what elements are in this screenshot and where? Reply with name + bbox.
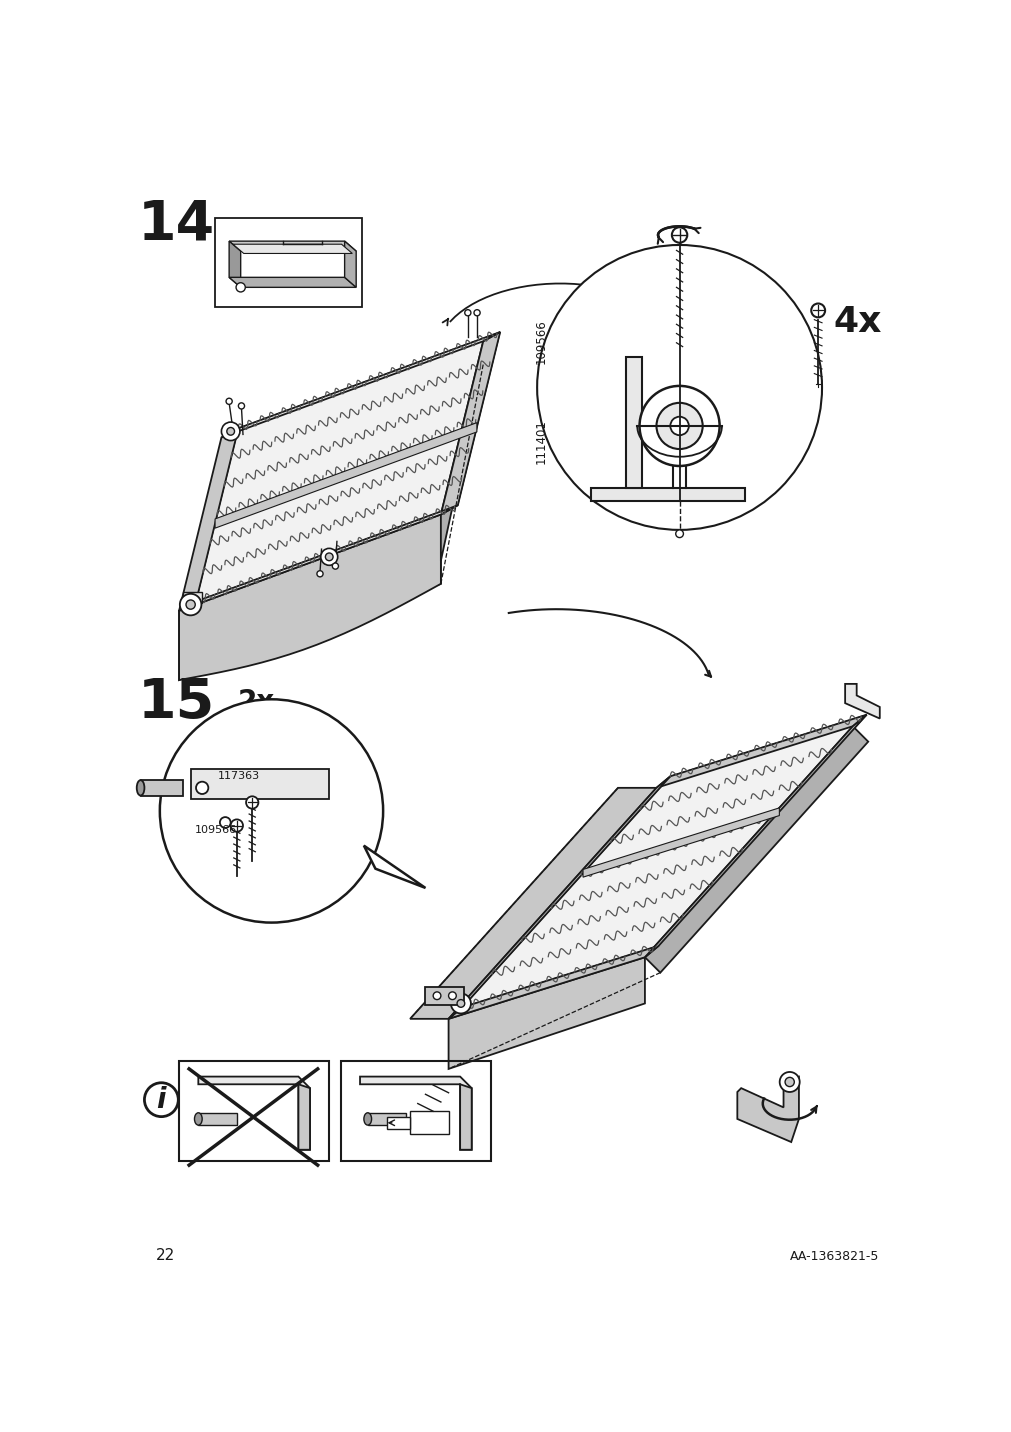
Text: i: i bbox=[157, 1085, 166, 1114]
Circle shape bbox=[473, 309, 479, 316]
Polygon shape bbox=[198, 1113, 237, 1126]
Circle shape bbox=[778, 1073, 799, 1093]
Bar bbox=[179, 1061, 329, 1161]
Polygon shape bbox=[179, 514, 441, 680]
Circle shape bbox=[675, 530, 682, 537]
Polygon shape bbox=[196, 332, 499, 601]
Text: AA-1363821-5: AA-1363821-5 bbox=[790, 1250, 879, 1263]
Polygon shape bbox=[441, 341, 483, 561]
Circle shape bbox=[785, 1077, 794, 1087]
Circle shape bbox=[464, 309, 470, 316]
Text: 22: 22 bbox=[156, 1249, 175, 1263]
Polygon shape bbox=[364, 845, 425, 888]
Polygon shape bbox=[221, 332, 499, 438]
Circle shape bbox=[226, 428, 235, 435]
Polygon shape bbox=[409, 1111, 448, 1134]
Polygon shape bbox=[644, 715, 865, 957]
Polygon shape bbox=[228, 278, 356, 288]
Text: 4x: 4x bbox=[833, 305, 881, 339]
Text: 2x: 2x bbox=[238, 687, 274, 716]
Polygon shape bbox=[737, 1077, 798, 1143]
Bar bbox=[215, 218, 361, 306]
Polygon shape bbox=[441, 332, 499, 514]
Text: 117363: 117363 bbox=[217, 772, 260, 782]
Polygon shape bbox=[582, 808, 778, 878]
Circle shape bbox=[332, 563, 338, 569]
Text: 14: 14 bbox=[139, 198, 215, 251]
Polygon shape bbox=[626, 357, 641, 487]
Ellipse shape bbox=[194, 1113, 202, 1126]
Polygon shape bbox=[360, 1077, 471, 1150]
Circle shape bbox=[457, 1000, 464, 1007]
Circle shape bbox=[811, 304, 824, 318]
Circle shape bbox=[451, 994, 470, 1014]
Polygon shape bbox=[448, 957, 644, 1068]
Polygon shape bbox=[644, 726, 867, 972]
Circle shape bbox=[225, 398, 232, 404]
Polygon shape bbox=[844, 684, 879, 719]
Polygon shape bbox=[656, 715, 865, 788]
Polygon shape bbox=[141, 780, 183, 796]
Polygon shape bbox=[198, 1077, 309, 1150]
Polygon shape bbox=[367, 1113, 405, 1126]
Circle shape bbox=[320, 548, 338, 566]
Circle shape bbox=[160, 699, 383, 922]
Circle shape bbox=[221, 422, 240, 441]
Circle shape bbox=[219, 818, 231, 828]
Circle shape bbox=[145, 1083, 178, 1117]
Polygon shape bbox=[448, 776, 669, 1018]
Circle shape bbox=[537, 245, 821, 530]
Circle shape bbox=[186, 600, 195, 609]
Circle shape bbox=[448, 992, 456, 1000]
Polygon shape bbox=[448, 945, 658, 1018]
Circle shape bbox=[326, 553, 333, 561]
Polygon shape bbox=[228, 241, 241, 288]
Polygon shape bbox=[425, 987, 463, 1005]
Polygon shape bbox=[233, 245, 352, 253]
Polygon shape bbox=[345, 241, 356, 288]
Circle shape bbox=[669, 417, 688, 435]
Polygon shape bbox=[460, 1084, 471, 1150]
Polygon shape bbox=[215, 422, 476, 528]
Polygon shape bbox=[590, 487, 744, 501]
Polygon shape bbox=[386, 1117, 409, 1128]
Ellipse shape bbox=[136, 780, 145, 796]
Text: 109566: 109566 bbox=[194, 825, 237, 835]
Circle shape bbox=[196, 782, 208, 793]
Polygon shape bbox=[183, 593, 202, 603]
Circle shape bbox=[246, 796, 258, 809]
Circle shape bbox=[180, 594, 201, 616]
Polygon shape bbox=[190, 769, 329, 799]
Text: 109566: 109566 bbox=[534, 319, 547, 364]
Circle shape bbox=[656, 402, 702, 450]
Polygon shape bbox=[179, 505, 457, 610]
Circle shape bbox=[231, 819, 243, 832]
Circle shape bbox=[433, 992, 441, 1000]
Text: 15: 15 bbox=[139, 676, 215, 730]
Circle shape bbox=[236, 282, 245, 292]
Polygon shape bbox=[409, 788, 656, 1018]
Ellipse shape bbox=[364, 1113, 371, 1126]
Circle shape bbox=[239, 402, 245, 410]
Bar bbox=[341, 1061, 490, 1161]
Polygon shape bbox=[179, 514, 441, 680]
Circle shape bbox=[671, 228, 686, 242]
Circle shape bbox=[639, 385, 719, 465]
Circle shape bbox=[316, 571, 323, 577]
Polygon shape bbox=[298, 1084, 309, 1150]
Polygon shape bbox=[462, 715, 865, 1007]
Text: 111401: 111401 bbox=[534, 420, 547, 464]
Polygon shape bbox=[228, 241, 356, 251]
Polygon shape bbox=[179, 428, 239, 610]
